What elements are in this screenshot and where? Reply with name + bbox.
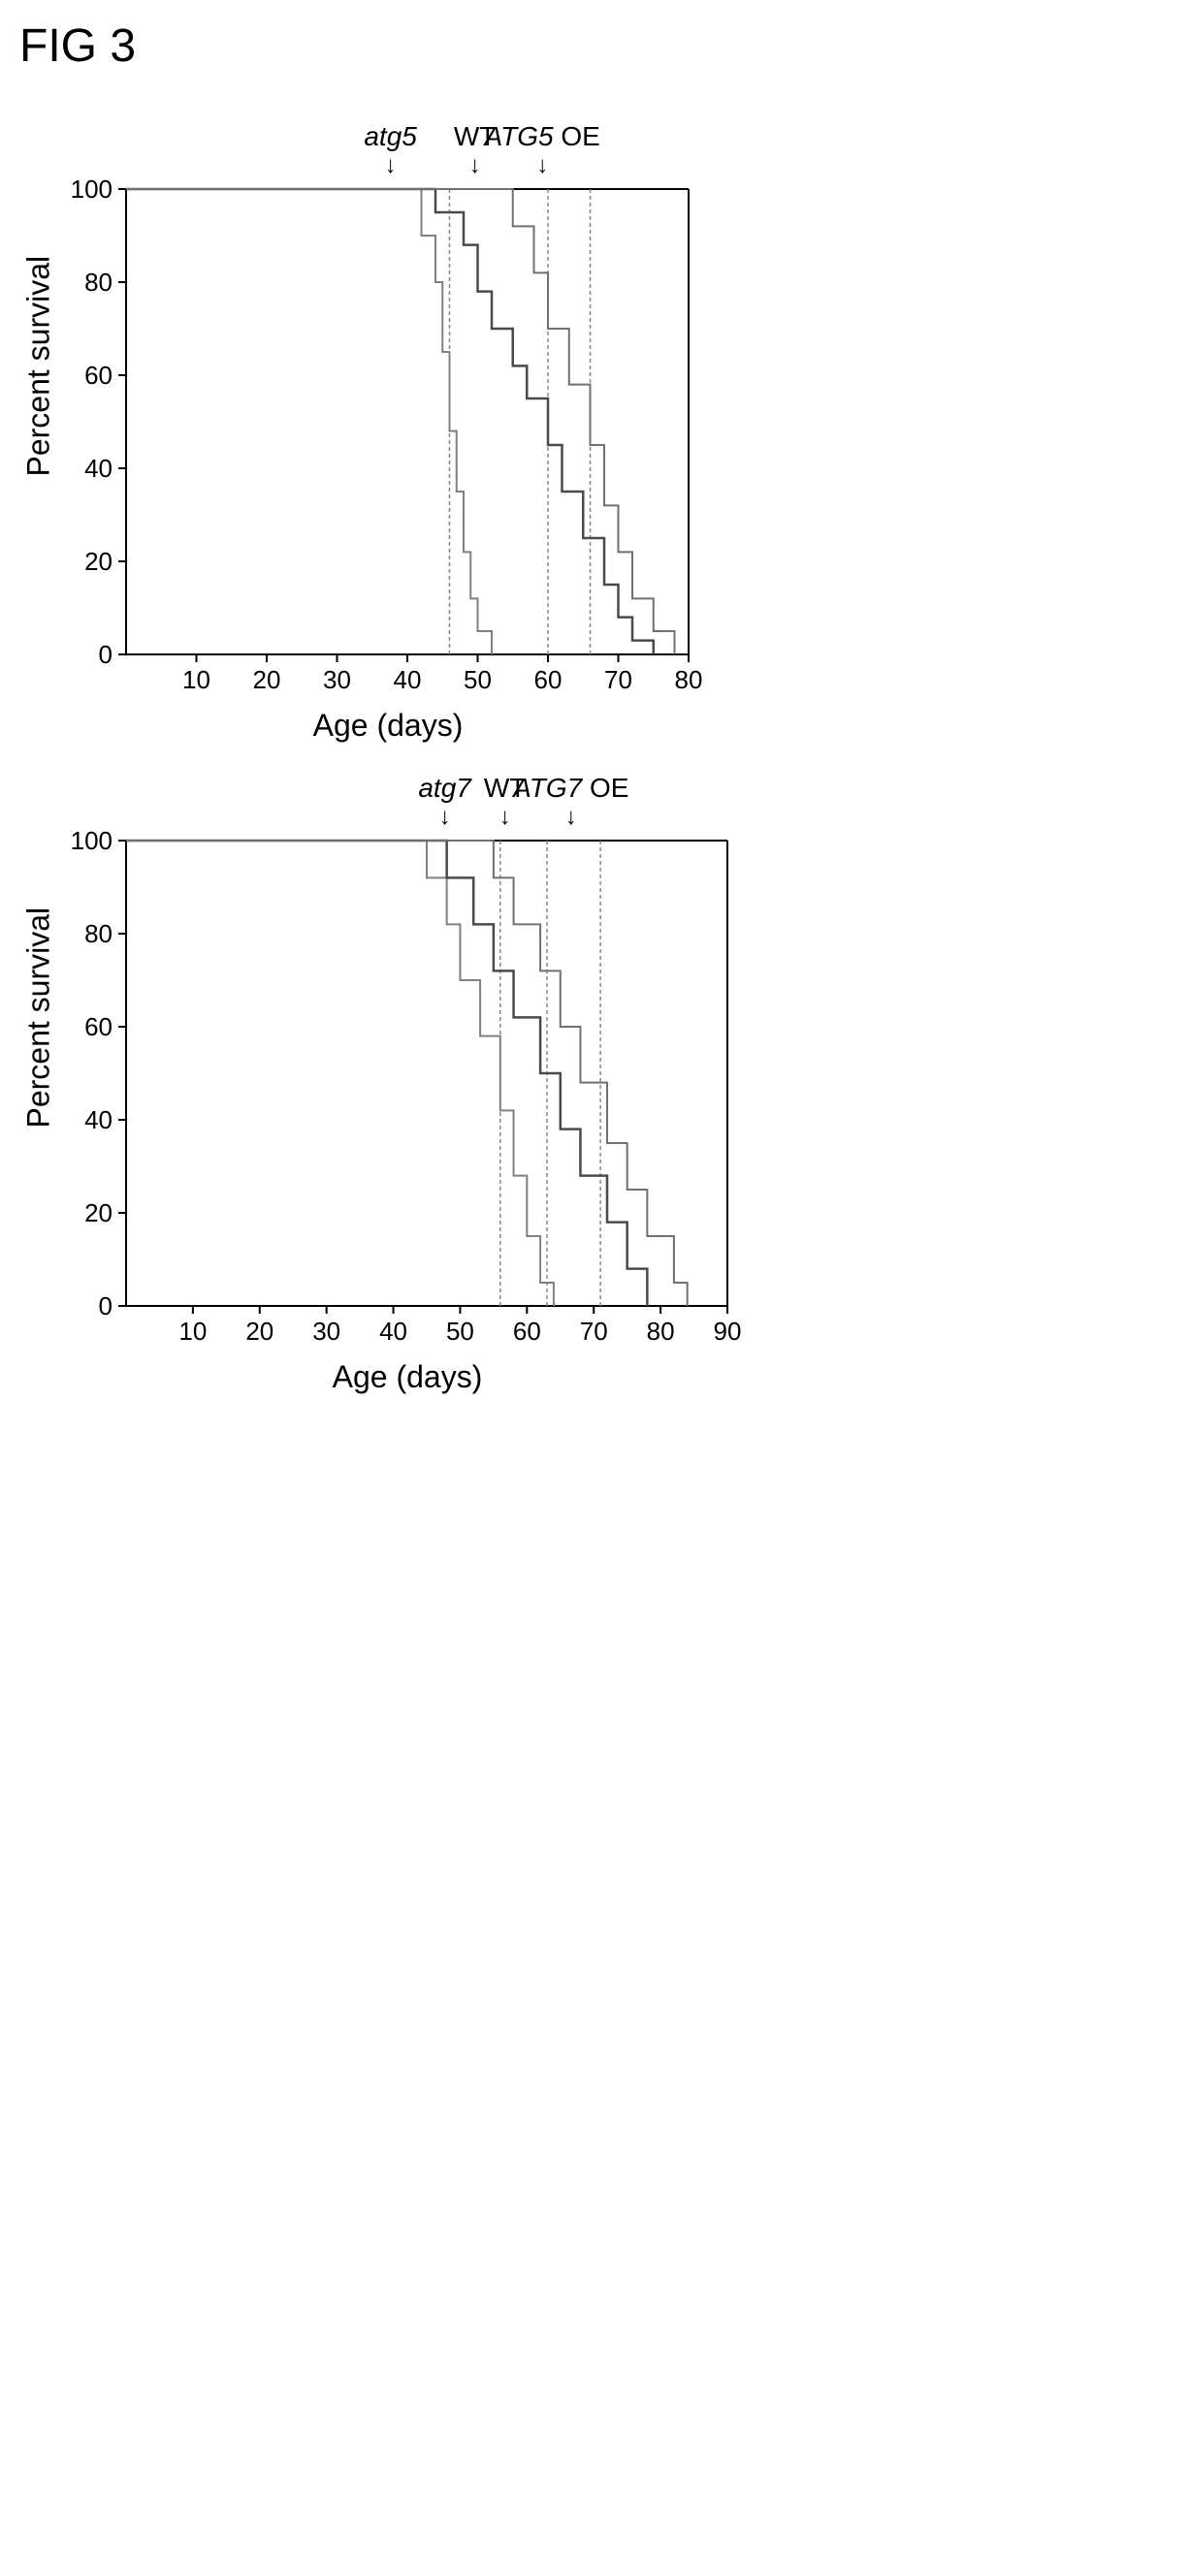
svg-text:50: 50 bbox=[464, 665, 492, 694]
svg-text:0: 0 bbox=[99, 1291, 113, 1320]
svg-text:10: 10 bbox=[182, 665, 210, 694]
svg-text:70: 70 bbox=[580, 1317, 608, 1346]
svg-text:80: 80 bbox=[647, 1317, 675, 1346]
svg-text:40: 40 bbox=[379, 1317, 407, 1346]
svg-text:40: 40 bbox=[84, 1105, 113, 1134]
chart2-svg: 10 20 30 40 50 60 70 80 90 0 20 40 60 80 100 bbox=[68, 821, 747, 1354]
svg-text:50: 50 bbox=[446, 1317, 474, 1346]
chart2-area: atg7↓WT↓ATG7 OE↓ 10203040506070809002040… bbox=[68, 821, 747, 1395]
svg-text:60: 60 bbox=[84, 361, 113, 390]
svg-text:100: 100 bbox=[71, 175, 113, 204]
chart-1-wrapper: Percent survival atg5↓WT↓ATG5 OE↓ 102030… bbox=[19, 170, 1171, 744]
figure-label: FIG 3 bbox=[19, 19, 1171, 73]
svg-text:10: 10 bbox=[178, 1317, 207, 1346]
svg-text:60: 60 bbox=[513, 1317, 541, 1346]
svg-text:20: 20 bbox=[245, 1317, 273, 1346]
svg-text:90: 90 bbox=[714, 1317, 742, 1346]
chart2-ylabel: Percent survival bbox=[21, 1089, 57, 1128]
chart1-ylabel: Percent survival bbox=[21, 437, 57, 476]
svg-text:0: 0 bbox=[99, 640, 113, 669]
svg-text:40: 40 bbox=[394, 665, 422, 694]
svg-text:100: 100 bbox=[71, 826, 113, 855]
svg-text:30: 30 bbox=[312, 1317, 340, 1346]
svg-text:60: 60 bbox=[534, 665, 563, 694]
svg-text:80: 80 bbox=[84, 919, 113, 948]
svg-text:20: 20 bbox=[84, 547, 113, 576]
svg-text:40: 40 bbox=[84, 454, 113, 483]
svg-text:80: 80 bbox=[84, 268, 113, 297]
chart1-svg: 10 20 30 40 50 60 70 80 0 20 40 60 80 100 bbox=[68, 170, 708, 703]
figure-container: FIG 3 Percent survival atg5↓WT↓ATG5 OE↓ … bbox=[19, 19, 1171, 1395]
chart-2-wrapper: Percent survival atg7↓WT↓ATG7 OE↓ 102030… bbox=[19, 821, 1171, 1395]
svg-text:60: 60 bbox=[84, 1012, 113, 1041]
chart2-xlabel: Age (days) bbox=[68, 1359, 747, 1395]
svg-text:20: 20 bbox=[84, 1198, 113, 1227]
svg-text:80: 80 bbox=[675, 665, 703, 694]
svg-text:70: 70 bbox=[604, 665, 632, 694]
chart1-area: atg5↓WT↓ATG5 OE↓ 10203040506070800204060… bbox=[68, 170, 708, 744]
svg-text:20: 20 bbox=[253, 665, 281, 694]
chart1-xlabel: Age (days) bbox=[68, 708, 708, 744]
svg-text:30: 30 bbox=[323, 665, 351, 694]
